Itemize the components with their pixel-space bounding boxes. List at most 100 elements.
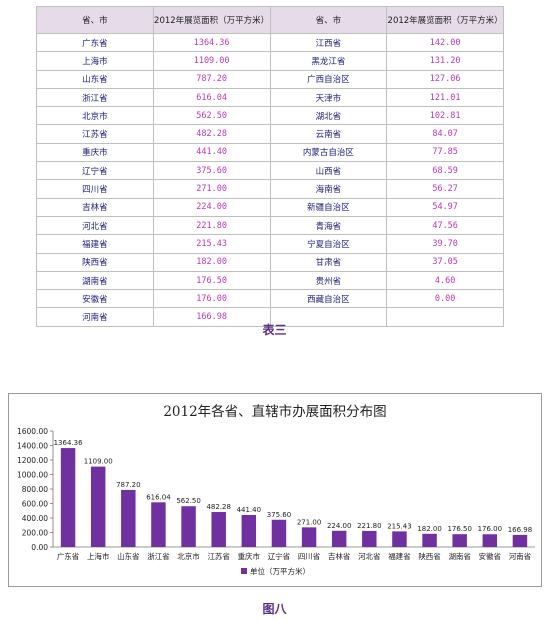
province-cell: 河南省	[36, 307, 154, 327]
province-cell: 四川省	[36, 179, 154, 199]
chart-canvas: 2012年各省、直辖市办展面积分布图 0.00 200.00 400.00 600.00…	[17, 403, 535, 576]
y-tick-label: 200.00	[22, 529, 48, 538]
area-cell: 121.01	[386, 87, 504, 108]
area-cell: 176.00	[152, 289, 271, 309]
area-cell: 215.43	[152, 234, 271, 254]
area-cell: 441.40	[152, 142, 271, 163]
bar	[452, 534, 467, 547]
province-cell: 山东省	[36, 69, 154, 89]
bar	[331, 530, 347, 547]
header-province-2: 省、市	[269, 6, 388, 34]
x-tick-label: 福建省	[388, 551, 411, 561]
bar	[211, 512, 226, 547]
province-cell: 云南省	[269, 124, 388, 144]
data-label: 224.00	[327, 522, 352, 530]
area-cell: 616.04	[152, 87, 271, 108]
bar	[241, 514, 257, 547]
table-row: 广东省 1364.36 江西省 142.00	[36, 32, 504, 53]
legend-swatch	[241, 568, 247, 574]
table-row: 山东省 787.20 广西自治区 127.06	[36, 69, 504, 89]
table-row: 重庆市 441.40 内蒙古自治区 77.85	[36, 142, 504, 163]
province-cell: 湖南省	[36, 270, 154, 291]
data-label: 787.20	[116, 481, 141, 489]
exhibition-area-table: 省、市 2012年展览面积（万平方米） 省、市 2012年展览面积（万平方米） …	[36, 6, 504, 327]
province-cell: 辽宁省	[36, 161, 154, 181]
bar	[482, 534, 498, 547]
province-cell: 重庆市	[36, 142, 154, 163]
province-cell: 贵州省	[269, 270, 388, 291]
y-tick-label: 800.00	[22, 485, 48, 494]
area-cell: 375.60	[152, 161, 271, 181]
area-cell: 1109.00	[152, 51, 271, 71]
x-tick-label: 安徽省	[479, 551, 502, 561]
bar	[90, 466, 106, 547]
x-tick-label: 辽宁省	[268, 551, 291, 561]
data-label: 1364.36	[54, 439, 83, 447]
area-cell: 39.70	[386, 234, 504, 254]
x-tick-label: 河北省	[358, 551, 381, 561]
y-tick-label: 400.00	[22, 514, 48, 523]
data-label: 482.28	[206, 503, 231, 511]
province-cell: 甘肃省	[269, 252, 388, 272]
x-tick-label: 山东省	[117, 551, 140, 561]
province-cell: 广西自治区	[269, 69, 388, 89]
table-row: 上海市 1109.00 黑龙江省 131.20	[36, 51, 504, 71]
figure-caption: 图八	[262, 602, 287, 616]
table-caption: 表三	[262, 323, 287, 337]
bar-chart: 2012年各省、直辖市办展面积分布图 0.00 200.00 400.00 600.00…	[8, 393, 542, 587]
y-tick-label: 1400.00	[17, 442, 48, 451]
table-row: 吉林省 224.00 新疆自治区 54.97	[36, 197, 504, 217]
table-row: 陕西省 182.00 甘肃省 37.05	[36, 252, 504, 272]
province-cell: 天津市	[269, 87, 388, 108]
province-cell: 吉林省	[36, 197, 154, 217]
header-area-2: 2012年展览面积（万平方米）	[386, 6, 504, 34]
chart-title: 2012年各省、直辖市办展面积分布图	[163, 403, 386, 420]
data-label: 1109.00	[84, 458, 113, 466]
province-cell: 河北省	[36, 215, 154, 236]
area-cell: 482.28	[152, 124, 271, 144]
area-cell: 166.98	[152, 307, 271, 327]
area-cell	[386, 307, 504, 327]
y-tick-label: 1600.00	[17, 427, 48, 436]
table-row: 辽宁省 375.60 山西省 68.59	[36, 161, 504, 181]
y-tick-label: 1200.00	[17, 456, 48, 465]
province-cell: 新疆自治区	[269, 197, 388, 217]
table-row: 江苏省 482.28 云南省 84.07	[36, 124, 504, 144]
province-cell: 宁夏自治区	[269, 234, 388, 254]
area-cell: 787.20	[152, 69, 271, 89]
data-label: 166.98	[508, 526, 533, 534]
table-row: 福建省 215.43 宁夏自治区 39.70	[36, 234, 504, 254]
province-cell: 上海市	[36, 51, 154, 71]
table-row: 河北省 221.80 青海省 47.56	[36, 215, 504, 236]
province-cell: 西藏自治区	[269, 289, 388, 309]
province-cell: 内蒙古自治区	[269, 142, 388, 163]
province-cell: 广东省	[36, 32, 154, 53]
province-cell: 湖北省	[269, 106, 388, 126]
bar	[181, 506, 196, 547]
bar	[512, 534, 528, 547]
x-tick-label: 四川省	[298, 551, 321, 561]
x-tick-label: 上海市	[87, 551, 110, 561]
bar	[151, 502, 166, 547]
area-cell: 142.00	[386, 32, 504, 53]
bar	[392, 531, 407, 547]
area-cell: 1364.36	[152, 32, 271, 53]
province-cell: 北京市	[36, 106, 154, 126]
area-cell: 182.00	[152, 252, 271, 272]
province-cell: 海南省	[269, 179, 388, 199]
area-cell: 131.20	[386, 51, 504, 71]
bar	[301, 527, 317, 547]
area-cell: 224.00	[152, 197, 271, 217]
bar	[121, 489, 136, 547]
province-cell: 浙江省	[36, 87, 154, 108]
area-cell: 68.59	[386, 161, 504, 181]
x-tick-label: 北京市	[177, 551, 200, 561]
bar	[271, 519, 287, 547]
data-label: 215.43	[387, 522, 412, 530]
area-cell: 37.05	[386, 252, 504, 272]
bar	[60, 448, 76, 547]
bar	[422, 533, 437, 547]
area-cell: 562.50	[152, 106, 271, 126]
province-cell: 山西省	[269, 161, 388, 181]
area-cell: 56.27	[386, 179, 504, 199]
